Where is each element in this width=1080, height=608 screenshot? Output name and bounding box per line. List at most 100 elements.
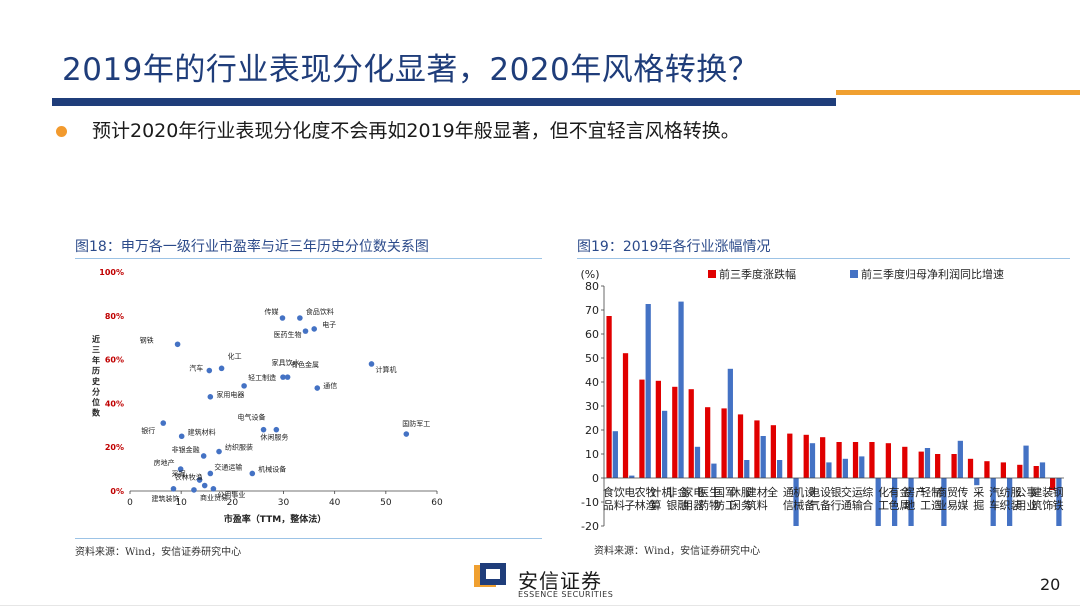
category-label: 电气 [809,486,820,512]
scatter-point [280,374,286,380]
category-label: 机 [662,485,673,499]
category-label: 计算 [651,486,662,512]
page-number: 20 [1040,575,1061,594]
category-label: 休闲 [730,486,741,512]
scatter-point [206,367,213,374]
scatter-point-label: 轻工制造 [248,373,276,382]
y-tick-label: 40% [105,399,124,408]
scatter-point [302,328,309,334]
scatter-point-label: 电子 [322,320,336,329]
category-label: 电子 [624,486,635,512]
bar-change [967,458,974,478]
bar-change [803,434,809,478]
scatter-point [174,341,181,348]
scatter-point-label: 化工 [228,351,242,360]
legend-label: 前三季度归母净利润同比增速 [861,267,1004,281]
category-label: 汽车 [989,485,1000,512]
scatter-point-label: 医药生物 [274,330,302,339]
bar-profit-growth [957,440,963,478]
bar-change [1000,462,1006,478]
scatter-point [177,466,184,472]
scatter-point [196,477,203,483]
category-label: 运输 [852,486,863,512]
scatter-point [249,470,256,477]
scatter-point-label: 传媒 [264,307,278,316]
scatter-point [207,394,214,400]
category-label: 非银 [666,486,677,512]
category-label: 服装 [1010,486,1021,512]
bar-change [918,451,924,478]
logo-text: 安信证券 [518,569,602,593]
bar-change [836,442,842,478]
slide-title: 2019年的行业表现分化显著，2020年风格转换？ [62,52,760,88]
scatter-point-label: 通信 [323,381,337,390]
category-label: 设备 [804,486,815,512]
bar-profit-growth [990,478,996,526]
scatter-point-label: 家用电器 [216,390,244,399]
category-label: 装饰 [1042,486,1053,512]
category-label: 贸易 [947,486,958,512]
bar-profit-growth [908,478,914,526]
category-label: 设备 [820,486,831,512]
category-label: 金属 [899,485,910,512]
scatter-point-label: 建筑装饰 [151,494,179,503]
bar-profit-growth [892,478,898,526]
bottom-rule [0,605,1080,606]
bar-profit-growth [974,478,980,486]
scatter-point-label: 休闲服务 [260,433,288,442]
category-label: 食品 [603,485,614,512]
scatter-point [311,326,317,332]
scatter-point [218,365,225,372]
y-tick-label: 80 [585,280,599,293]
scatter-point [160,420,167,426]
bar-change [655,380,661,478]
bar-change [984,461,990,478]
category-label: 医药 [698,486,709,512]
bar-profit-growth [941,478,947,526]
bar-change [1017,464,1023,478]
category-label: 产 [915,485,926,499]
bar-profit-growth [760,436,766,478]
x-tick-label: 10 [175,498,187,508]
category-label: 商业 [936,485,947,512]
scatter-point [284,374,291,380]
bar-profit-growth [809,443,816,478]
bar-change [688,389,694,478]
scatter-point-label: 汽车 [189,364,203,373]
bar-profit-growth [793,478,799,526]
scatter-point [191,487,197,493]
y-tick-label: 30 [585,400,599,413]
scatter-point [241,383,247,389]
scatter-point-label: 纺织服装 [225,443,253,452]
scatter-point [403,431,410,437]
bar-change [902,446,908,478]
scatter-point-label: 国防军工 [402,419,430,428]
bar-change [672,386,678,478]
bar-profit-growth [662,410,668,478]
category-label: 传媒 [957,486,968,512]
scatter-point [210,486,217,492]
bar-change [935,454,941,478]
scatter-point [279,315,286,321]
bar-profit-growth [678,301,684,478]
fig18-title-rule [75,258,542,259]
y-tick-label: 60% [105,356,124,365]
category-label: 建筑 [1031,485,1042,512]
bar-change [754,420,760,478]
y-axis-unit: (%) [580,268,599,281]
scatter-point-label: 有色金属 [291,360,319,369]
bar-profit-growth [629,475,635,478]
category-label: 交通 [841,485,852,512]
x-axis-label: 市盈率（TTM，整体法） [224,513,326,525]
category-label: 全 [767,485,778,499]
bar-profit-growth [1023,445,1029,478]
category-label: 采掘 [973,486,984,512]
x-tick-label: 20 [227,498,239,508]
logo-subtext: ESSENCE SECURITIES [518,590,614,599]
y-tick-label: 20 [585,424,599,437]
category-label: 制造 [931,486,942,512]
scatter-point [178,433,185,440]
x-tick-label: 30 [278,498,290,508]
category-label: 纺织 [999,485,1010,512]
bar-profit-growth [826,462,832,478]
